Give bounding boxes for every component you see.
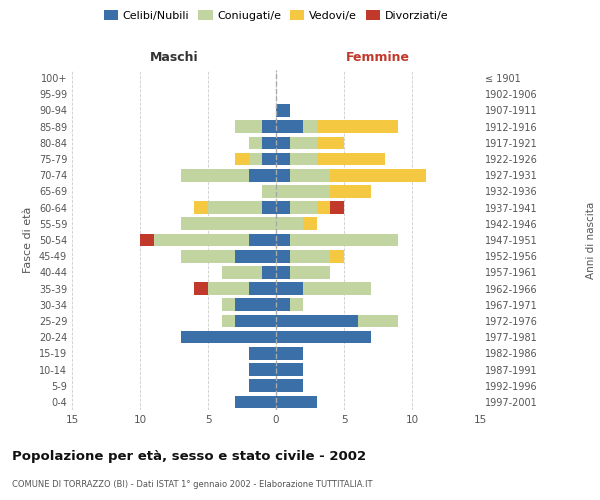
Bar	[249, 234, 276, 246]
Bar	[276, 380, 303, 392]
Bar	[249, 380, 276, 392]
Bar	[276, 185, 331, 198]
Bar	[290, 169, 331, 181]
Bar	[194, 202, 208, 214]
Bar	[249, 169, 276, 181]
Bar	[235, 396, 276, 408]
Bar	[181, 250, 235, 262]
Bar	[290, 298, 303, 311]
Bar	[208, 202, 262, 214]
Bar	[331, 169, 425, 181]
Text: COMUNE DI TORRAZZO (BI) - Dati ISTAT 1° gennaio 2002 - Elaborazione TUTTITALIA.I: COMUNE DI TORRAZZO (BI) - Dati ISTAT 1° …	[12, 480, 373, 489]
Text: Anni di nascita: Anni di nascita	[586, 202, 596, 278]
Bar	[140, 234, 154, 246]
Bar	[290, 250, 331, 262]
Bar	[331, 185, 371, 198]
Bar	[317, 136, 344, 149]
Bar	[290, 202, 317, 214]
Bar	[276, 234, 290, 246]
Bar	[276, 347, 303, 360]
Bar	[249, 136, 262, 149]
Bar	[331, 202, 344, 214]
Bar	[181, 331, 276, 344]
Bar	[276, 314, 358, 328]
Text: Popolazione per età, sesso e stato civile - 2002: Popolazione per età, sesso e stato civil…	[12, 450, 366, 463]
Legend: Celibi/Nubili, Coniugati/e, Vedovi/e, Divorziati/e: Celibi/Nubili, Coniugati/e, Vedovi/e, Di…	[101, 8, 451, 24]
Bar	[154, 234, 249, 246]
Bar	[262, 266, 276, 278]
Bar	[303, 282, 371, 295]
Bar	[276, 396, 317, 408]
Text: Femmine: Femmine	[346, 50, 410, 64]
Bar	[235, 298, 276, 311]
Bar	[181, 218, 276, 230]
Bar	[262, 152, 276, 166]
Bar	[290, 136, 317, 149]
Bar	[317, 202, 331, 214]
Bar	[249, 282, 276, 295]
Bar	[181, 169, 249, 181]
Bar	[290, 234, 398, 246]
Bar	[235, 314, 276, 328]
Bar	[194, 282, 208, 295]
Bar	[276, 120, 303, 133]
Bar	[208, 282, 249, 295]
Bar	[276, 266, 290, 278]
Bar	[276, 136, 290, 149]
Bar	[276, 282, 303, 295]
Bar	[331, 250, 344, 262]
Text: Maschi: Maschi	[149, 50, 199, 64]
Bar	[358, 314, 398, 328]
Bar	[235, 152, 249, 166]
Bar	[262, 136, 276, 149]
Bar	[262, 120, 276, 133]
Bar	[276, 169, 290, 181]
Bar	[276, 202, 290, 214]
Bar	[249, 347, 276, 360]
Bar	[221, 314, 235, 328]
Bar	[262, 185, 276, 198]
Bar	[276, 218, 303, 230]
Bar	[221, 266, 262, 278]
Bar	[221, 298, 235, 311]
Bar	[276, 363, 303, 376]
Bar	[249, 152, 262, 166]
Y-axis label: Fasce di età: Fasce di età	[23, 207, 33, 273]
Bar	[235, 250, 276, 262]
Bar	[290, 266, 331, 278]
Bar	[317, 120, 398, 133]
Bar	[276, 152, 290, 166]
Bar	[249, 363, 276, 376]
Bar	[276, 298, 290, 311]
Bar	[290, 152, 317, 166]
Bar	[303, 218, 317, 230]
Bar	[276, 104, 290, 117]
Bar	[276, 331, 371, 344]
Bar	[235, 120, 262, 133]
Bar	[276, 250, 290, 262]
Bar	[262, 202, 276, 214]
Bar	[303, 120, 317, 133]
Bar	[317, 152, 385, 166]
